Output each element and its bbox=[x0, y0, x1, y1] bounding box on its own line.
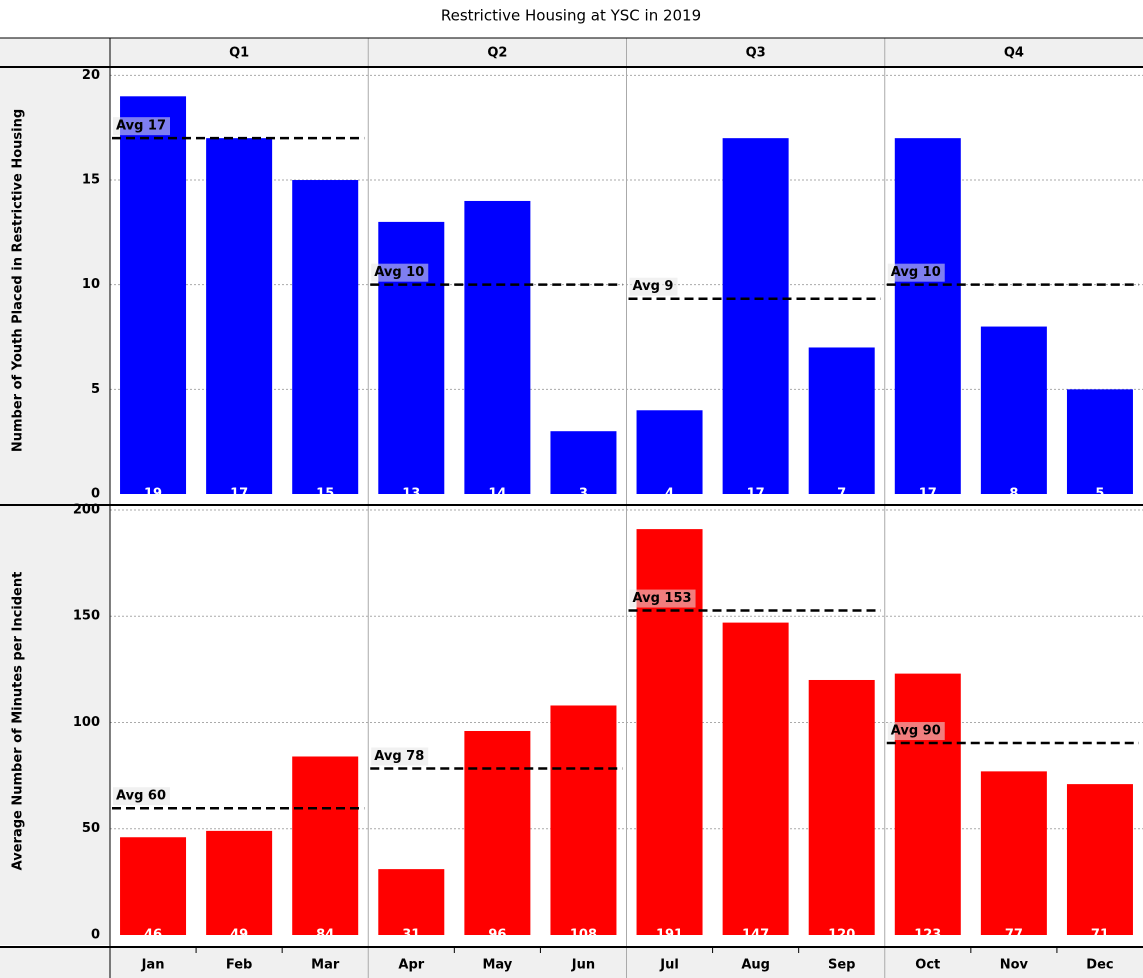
average-label-bg bbox=[371, 747, 429, 766]
y-tick-label: 50 bbox=[82, 821, 100, 836]
average-label-bg bbox=[887, 722, 945, 741]
footer-band bbox=[0, 947, 1143, 978]
y-tick-label: 10 bbox=[82, 277, 100, 292]
average-label: Avg 153 bbox=[633, 591, 692, 606]
value-label: 96 bbox=[488, 928, 506, 943]
group-label: Q3 bbox=[746, 46, 766, 61]
bar bbox=[808, 347, 875, 494]
value-label: 19 bbox=[144, 487, 162, 502]
value-label: 14 bbox=[488, 487, 506, 502]
bar bbox=[980, 771, 1047, 935]
bar bbox=[980, 326, 1047, 494]
value-label: 17 bbox=[230, 487, 248, 502]
bar bbox=[206, 138, 273, 494]
x-tick-label: Apr bbox=[398, 958, 424, 973]
value-label: 17 bbox=[747, 487, 765, 502]
x-tick-label: Jan bbox=[141, 958, 165, 973]
y-tick-label: 0 bbox=[91, 487, 100, 502]
value-label: 49 bbox=[230, 928, 248, 943]
value-label: 108 bbox=[570, 928, 597, 943]
bar bbox=[808, 679, 875, 935]
x-tick-label: Nov bbox=[1000, 958, 1029, 973]
x-tick-label: May bbox=[482, 958, 512, 973]
y-tick-label: 20 bbox=[82, 68, 100, 83]
bar bbox=[292, 180, 359, 494]
y-axis-title: Average Number of Minutes per Incident bbox=[11, 572, 26, 871]
average-label: Avg 90 bbox=[891, 724, 941, 739]
average-label: Avg 78 bbox=[374, 749, 424, 764]
value-label: 77 bbox=[1005, 928, 1023, 943]
value-label: 120 bbox=[828, 928, 855, 943]
group-label: Q1 bbox=[229, 46, 249, 61]
value-label: 3 bbox=[579, 487, 588, 502]
x-tick-label: Jul bbox=[659, 958, 679, 973]
x-tick-label: Sep bbox=[828, 958, 856, 973]
x-tick-label: Jun bbox=[571, 958, 595, 973]
value-label: 15 bbox=[316, 487, 334, 502]
average-label: Avg 10 bbox=[891, 265, 941, 280]
x-tick-label: Mar bbox=[311, 958, 340, 973]
average-label-bg bbox=[629, 277, 678, 296]
value-label: 84 bbox=[316, 928, 334, 943]
bar bbox=[292, 756, 359, 935]
average-label: Avg 10 bbox=[374, 265, 424, 280]
y-tick-label: 15 bbox=[82, 173, 100, 188]
bar bbox=[206, 830, 273, 935]
y-axis-title: Number of Youth Placed in Restrictive Ho… bbox=[11, 109, 26, 452]
average-label: Avg 17 bbox=[116, 119, 166, 134]
value-label: 5 bbox=[1095, 487, 1104, 502]
bar bbox=[722, 622, 789, 935]
value-label: 46 bbox=[144, 928, 162, 943]
bar bbox=[120, 837, 187, 935]
value-label: 4 bbox=[665, 487, 674, 502]
bar bbox=[378, 221, 445, 494]
y-tick-label: 150 bbox=[73, 609, 100, 624]
group-label: Q4 bbox=[1004, 46, 1024, 61]
y-tick-label: 0 bbox=[91, 928, 100, 943]
bar bbox=[636, 410, 703, 494]
value-label: 71 bbox=[1091, 928, 1109, 943]
average-label-bg bbox=[113, 787, 170, 806]
bar bbox=[894, 673, 961, 935]
value-label: 13 bbox=[402, 487, 420, 502]
bar bbox=[550, 431, 617, 494]
average-label-bg bbox=[629, 589, 696, 608]
average-label: Avg 60 bbox=[116, 789, 166, 804]
value-label: 31 bbox=[402, 928, 420, 943]
bar bbox=[550, 705, 617, 935]
average-label-bg bbox=[113, 117, 170, 136]
bar bbox=[1066, 784, 1133, 935]
value-label: 7 bbox=[837, 487, 846, 502]
value-label: 17 bbox=[919, 487, 937, 502]
value-label: 8 bbox=[1009, 487, 1018, 502]
bar bbox=[894, 138, 961, 494]
group-label: Q2 bbox=[487, 46, 507, 61]
x-tick-label: Feb bbox=[226, 958, 252, 973]
x-tick-label: Oct bbox=[915, 958, 940, 973]
y-tick-label: 100 bbox=[73, 715, 100, 730]
y-tick-label: 200 bbox=[73, 502, 100, 517]
x-tick-label: Dec bbox=[1086, 958, 1113, 973]
chart-title: Restrictive Housing at YSC in 2019 bbox=[441, 7, 701, 25]
value-label: 147 bbox=[742, 928, 769, 943]
header-band bbox=[0, 38, 1143, 67]
y-tick-label: 5 bbox=[91, 382, 100, 397]
average-label-bg bbox=[371, 263, 429, 282]
x-tick-label: Aug bbox=[741, 958, 770, 973]
bar bbox=[120, 96, 187, 494]
bar bbox=[722, 138, 789, 494]
bar bbox=[464, 200, 531, 494]
average-label-bg bbox=[887, 263, 945, 282]
average-label: Avg 9 bbox=[633, 279, 674, 294]
bar bbox=[464, 730, 531, 935]
value-label: 123 bbox=[914, 928, 941, 943]
value-label: 191 bbox=[656, 928, 683, 943]
bar bbox=[1066, 389, 1133, 494]
bar bbox=[378, 869, 445, 935]
